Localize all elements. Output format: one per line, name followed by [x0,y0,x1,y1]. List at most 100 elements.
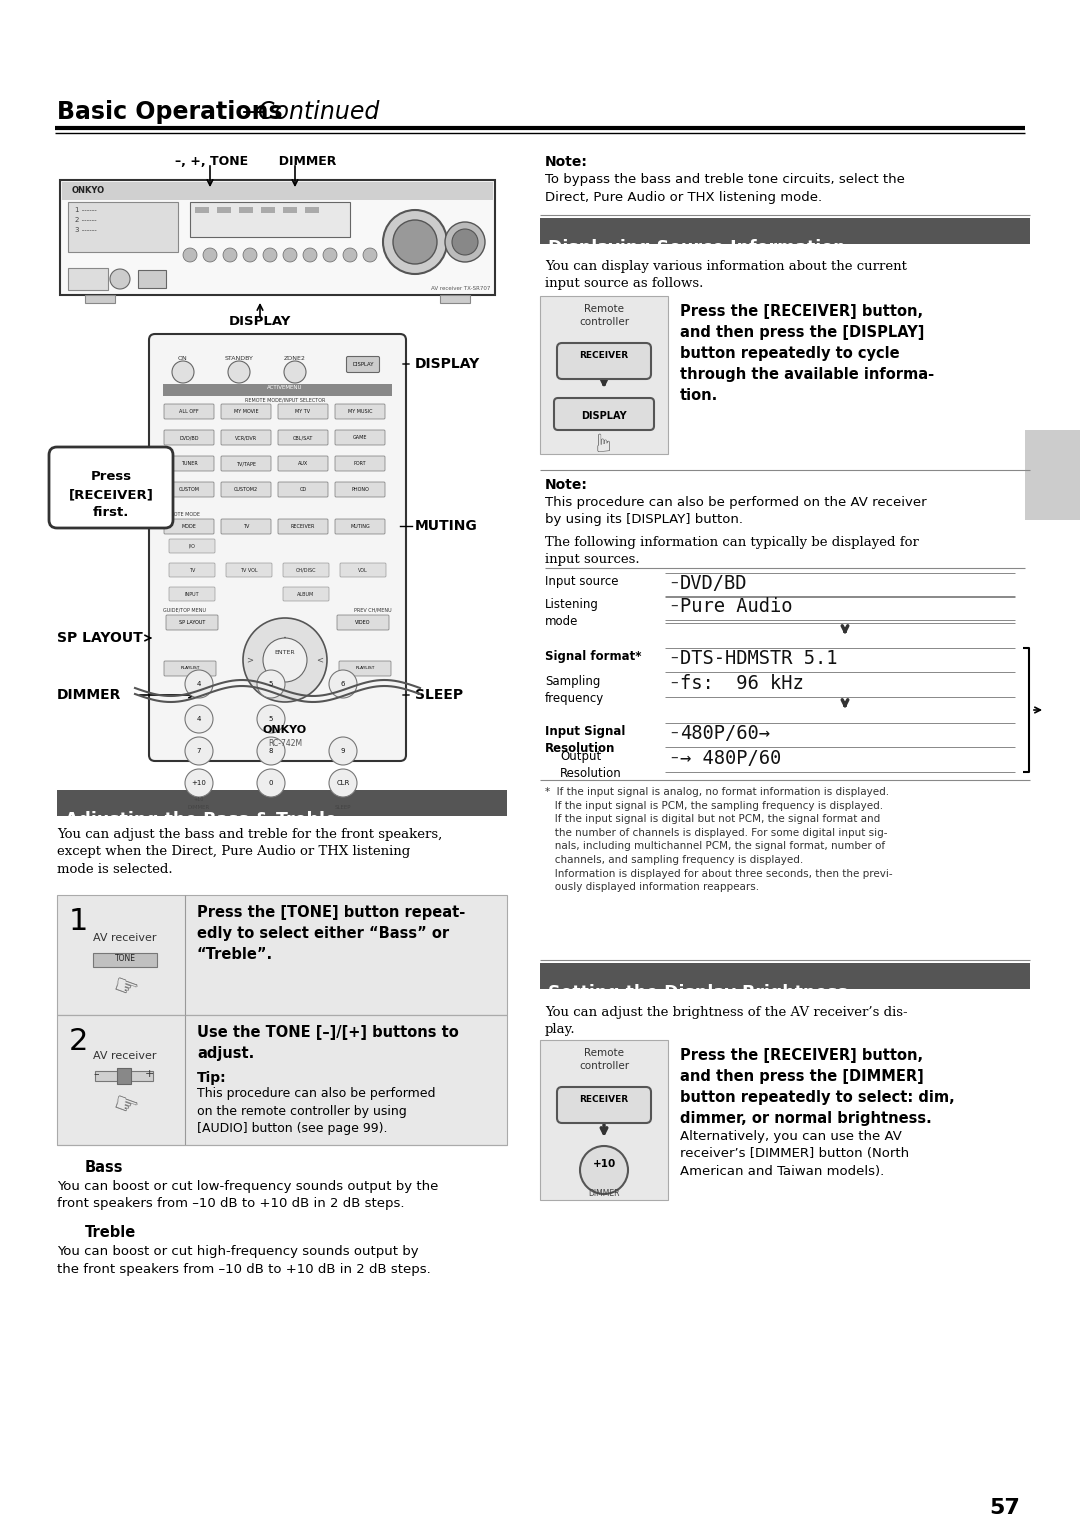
Text: DIMMER: DIMMER [589,1189,620,1198]
Bar [1025,429,1080,520]
Text: Signal format*: Signal format* [545,649,642,663]
Circle shape [323,248,337,261]
FancyBboxPatch shape [164,403,214,419]
Text: >: > [246,656,254,665]
Text: GAME: GAME [353,435,367,440]
Text: ALL OFF: ALL OFF [179,410,199,414]
Bar [57,790,507,816]
FancyBboxPatch shape [335,520,384,533]
Text: Continued: Continued [258,99,379,124]
Text: CUSTOM: CUSTOM [178,487,200,492]
Text: 0: 0 [269,779,273,785]
Text: 1: 1 [69,908,89,937]
Text: TV VOL: TV VOL [240,567,258,573]
Text: ZONE2: ZONE2 [284,356,306,361]
Text: Remote
controller: Remote controller [579,304,629,327]
FancyBboxPatch shape [335,481,384,497]
FancyBboxPatch shape [221,455,271,471]
Text: AV receiver: AV receiver [93,934,157,943]
Circle shape [243,248,257,261]
Text: ☞: ☞ [108,970,141,1005]
Text: ALBUM: ALBUM [297,591,314,596]
Text: PORT: PORT [353,461,366,466]
FancyBboxPatch shape [164,455,214,471]
Text: +: + [145,1070,154,1079]
Text: Basic Operations: Basic Operations [57,99,283,124]
Text: Treble: Treble [85,1225,136,1241]
Bar [540,963,1030,989]
Text: TONE: TONE [114,953,135,963]
Text: DIMMER: DIMMER [188,805,211,810]
Text: Press the [RECEIVER] button,
and then press the [DIMMER]
button repeatedly to se: Press the [RECEIVER] button, and then pr… [680,1048,955,1126]
Text: 9: 9 [341,749,346,753]
Text: VIDEO: VIDEO [355,619,370,625]
Circle shape [580,1146,627,1193]
Text: MUTING: MUTING [350,524,369,529]
Text: SP LAYOUT: SP LAYOUT [57,631,143,645]
Text: AV receiver TX-SR707: AV receiver TX-SR707 [431,286,490,290]
Text: RECEIVER: RECEIVER [580,351,629,361]
Text: Bass: Bass [85,1160,123,1175]
Text: DVD/BD: DVD/BD [680,575,747,593]
FancyBboxPatch shape [557,342,651,379]
Circle shape [383,209,447,274]
Bar [239,206,253,212]
Text: +10: +10 [592,1160,616,1169]
Circle shape [329,669,357,698]
Circle shape [257,704,285,733]
Text: The following information can typically be displayed for
input sources.: The following information can typically … [545,536,919,567]
FancyBboxPatch shape [164,662,216,675]
Circle shape [343,248,357,261]
FancyBboxPatch shape [149,335,406,761]
FancyBboxPatch shape [278,520,328,533]
Text: CBL/SAT: CBL/SAT [293,435,313,440]
Text: *  If the input signal is analog, no format information is displayed.
   If the : * If the input signal is analog, no form… [545,787,893,892]
FancyBboxPatch shape [166,614,218,630]
Text: 8: 8 [269,749,273,753]
FancyBboxPatch shape [335,403,384,419]
Text: Press
[RECEIVER]
first.: Press [RECEIVER] first. [68,471,153,520]
Bar [60,180,495,295]
Text: <: < [316,656,324,665]
Text: VCR/DVR: VCR/DVR [235,435,257,440]
Text: DVD/BD: DVD/BD [179,435,199,440]
FancyBboxPatch shape [278,403,328,419]
Text: PREV CH/MENU: PREV CH/MENU [354,607,392,613]
Circle shape [185,669,213,698]
Bar [57,1015,507,1144]
FancyBboxPatch shape [283,587,329,601]
Circle shape [264,639,307,681]
Circle shape [228,361,249,384]
Text: –, +, TONE       DIMMER: –, +, TONE DIMMER [175,154,336,168]
FancyBboxPatch shape [226,562,272,578]
Text: SLEEP: SLEEP [335,805,351,810]
Text: STANDBY: STANDBY [225,356,254,361]
FancyBboxPatch shape [337,614,389,630]
Bar [540,296,669,454]
Text: Press the [RECEIVER] button,
and then press the [DISPLAY]
button repeatedly to c: Press the [RECEIVER] button, and then pr… [680,304,934,403]
Text: Remote
controller: Remote controller [579,1048,629,1071]
Text: CUSTOM2: CUSTOM2 [234,487,258,492]
Bar [68,202,178,252]
Text: CD: CD [299,487,307,492]
Circle shape [363,248,377,261]
Text: Pure Audio: Pure Audio [680,597,793,616]
Text: Input source: Input source [545,575,619,588]
Circle shape [284,361,306,384]
Text: MODE: MODE [181,524,197,529]
Text: Tip:: Tip: [197,1071,227,1085]
Bar [62,182,492,200]
Bar [440,295,470,303]
Bar [540,219,1030,244]
Bar [305,206,319,212]
Text: RECEIVER: RECEIVER [291,524,315,529]
Text: You can adjust the brightness of the AV receiver’s dis-
play.: You can adjust the brightness of the AV … [545,1005,907,1036]
Text: RECEIVER: RECEIVER [580,1096,629,1105]
Text: To bypass the bass and treble tone circuits, select the
Direct, Pure Audio or TH: To bypass the bass and treble tone circu… [545,173,905,203]
Text: ACTIVEMENU: ACTIVEMENU [267,385,302,390]
FancyBboxPatch shape [221,481,271,497]
Text: VOL: VOL [359,567,368,573]
Text: Sampling
frequency: Sampling frequency [545,675,604,704]
Text: ON: ON [178,356,188,361]
Circle shape [264,248,276,261]
